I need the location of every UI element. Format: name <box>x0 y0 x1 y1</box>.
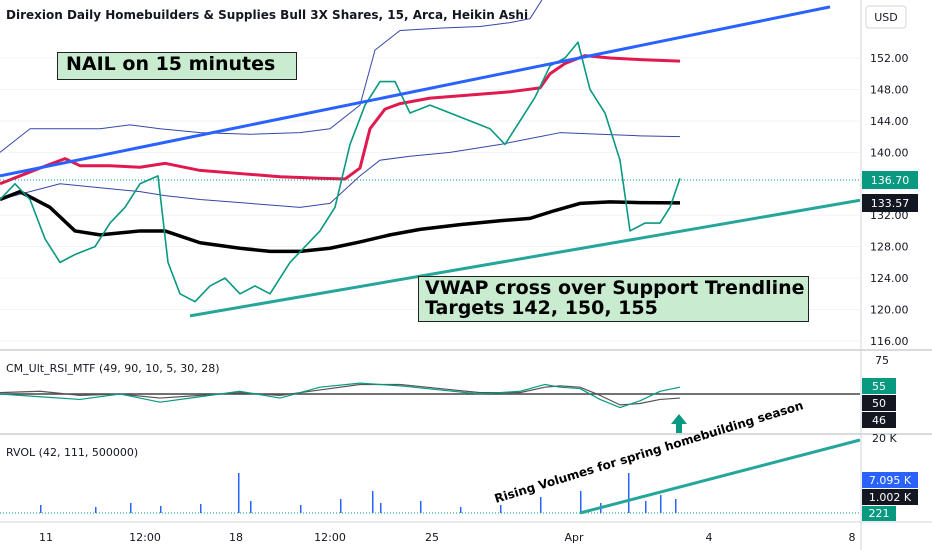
time-tick-label: 11 <box>39 531 53 544</box>
rvol-bar <box>40 505 42 513</box>
signal-annotation-line1: VWAP cross over Support Trendline <box>425 277 805 299</box>
upper-band-line <box>0 0 543 153</box>
rvol-panel <box>0 438 861 515</box>
rvol-bar <box>95 507 97 513</box>
rsi-panel <box>0 382 860 409</box>
price-tick-label: 148.00 <box>870 83 909 96</box>
rvol-bar <box>160 506 162 513</box>
rvol-bar <box>420 501 422 513</box>
rvol-bar <box>660 495 662 513</box>
rvol-bar <box>628 473 630 513</box>
rvol-bar <box>238 473 240 513</box>
time-tick-label: 25 <box>425 531 439 544</box>
rvol-v2-value: 1.002 K <box>869 491 912 504</box>
rsi-other-tag <box>862 412 896 428</box>
last-price-tag <box>862 171 918 189</box>
rsi-current-value: 55 <box>872 380 886 393</box>
price-axis[interactable]: USD 152.00 148.00 144.00 140.00 132.00 128.00… <box>862 5 918 348</box>
timeframe-annotation: NAIL on 15 minutes <box>57 52 297 80</box>
rvol-annotation: Rising Volumes for spring homebuilding s… <box>493 398 805 506</box>
price-tick-label: 132.00 <box>870 209 909 222</box>
rvol-bar <box>250 501 252 513</box>
rvol-v2-tag <box>862 489 918 505</box>
vwap-line <box>0 189 681 254</box>
rvol-bar <box>460 507 462 513</box>
rvol-bar <box>645 501 647 513</box>
rvol-bar <box>300 505 302 513</box>
time-tick-label: 12:00 <box>314 531 346 544</box>
vwap-tag <box>862 194 918 212</box>
currency-box[interactable] <box>865 5 907 29</box>
signal-annotation: VWAP cross over Support Trendline Target… <box>418 276 809 322</box>
rvol-v1-tag <box>862 472 918 488</box>
rvol-bar <box>130 503 132 513</box>
last-price-value: 136.70 <box>871 174 910 187</box>
price-tick-label: 152.00 <box>870 52 909 65</box>
lower-band-line <box>0 132 681 208</box>
rvol-v3-tag <box>862 506 896 521</box>
rvol-bar <box>500 505 502 513</box>
rvol-trendline <box>579 438 861 515</box>
resistance-trendline[interactable] <box>0 5 831 178</box>
time-axis[interactable]: 11 12:00 18 12:00 25 Apr 4 8 <box>39 531 856 544</box>
up-arrow-icon <box>671 414 687 433</box>
rvol-bar <box>340 499 342 513</box>
rsi-slow-line <box>0 383 681 406</box>
support-trendline[interactable] <box>189 198 861 318</box>
rsi-other-value: 46 <box>872 414 886 427</box>
rvol-v3-value: 221 <box>869 507 890 520</box>
time-tick-label: 18 <box>229 531 243 544</box>
timeframe-annotation-text: NAIL on 15 minutes <box>66 53 276 75</box>
time-tick-label: 12:00 <box>129 531 161 544</box>
rvol-bar <box>380 503 382 513</box>
price-tick-label: 116.00 <box>870 335 909 348</box>
time-tick-label: 8 <box>849 531 856 544</box>
rsi-mid-value: 50 <box>872 397 886 410</box>
rsi-label[interactable]: CM_Ult_RSI_MTF (49, 90, 10, 5, 30, 28) <box>6 362 220 375</box>
chart-title: Direxion Daily Homebuilders & Supplies B… <box>6 8 528 22</box>
price-tick-label: 124.00 <box>870 272 909 285</box>
ma-line <box>0 54 681 186</box>
vwap-value: 133.57 <box>871 197 910 210</box>
price-panel <box>0 0 861 342</box>
rvol-bar <box>675 499 677 513</box>
rsi-current-tag <box>862 378 896 394</box>
price-line <box>0 41 681 303</box>
price-tick-label: 128.00 <box>870 241 909 254</box>
rsi-fast-line <box>0 382 681 409</box>
time-tick-label: Apr <box>564 531 584 544</box>
rvol-bar <box>540 497 542 513</box>
rsi-tick: 75 <box>875 354 889 367</box>
rvol-v1-value: 7.095 K <box>869 474 912 487</box>
price-tick-label: 140.00 <box>870 146 909 159</box>
price-tick-label: 144.00 <box>870 115 909 128</box>
rvol-bar <box>372 491 374 513</box>
rvol-bar <box>580 491 582 513</box>
rvol-bar <box>200 504 202 513</box>
currency-label: USD <box>874 11 898 24</box>
rsi-mid-tag <box>862 395 896 411</box>
rvol-label[interactable]: RVOL (42, 111, 500000) <box>6 446 138 459</box>
rvol-tick: 20 K <box>872 432 897 445</box>
time-tick-label: 4 <box>706 531 713 544</box>
price-tick-label: 120.00 <box>870 304 909 317</box>
signal-annotation-line2: Targets 142, 150, 155 <box>425 296 658 319</box>
rvol-annotation-text: Rising Volumes for spring homebuilding s… <box>493 398 805 506</box>
